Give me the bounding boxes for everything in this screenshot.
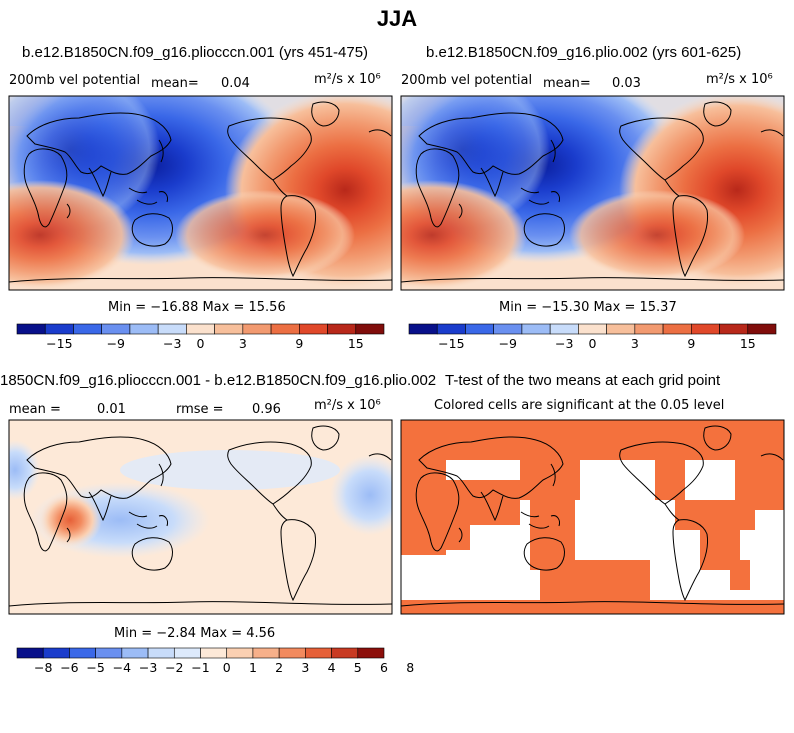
panel1-title: b.e12.B1850CN.f09_g16.pliocccn.001 (yrs … xyxy=(22,44,369,61)
panel1-colorbar-swatch xyxy=(157,323,187,335)
panel1-field-label: 200mb vel potential xyxy=(9,73,141,88)
panel2-colorbar-swatch xyxy=(436,323,466,335)
panel4-subtitle: Colored cells are significant at the 0.0… xyxy=(434,398,725,413)
panel2-colorbar-tick-label: −15 xyxy=(438,336,464,351)
panel3-colorbar-swatch xyxy=(278,647,306,659)
panel3-colorbar-tick-label: 5 xyxy=(354,660,362,675)
panel3-mean-label: mean = xyxy=(9,402,61,417)
panel3-colorbar-swatch xyxy=(305,647,332,659)
panel3-map xyxy=(9,420,392,614)
panel1-colorbar-swatch xyxy=(186,323,215,335)
panel4-title: T-test of the two means at each grid poi… xyxy=(445,372,721,389)
panel2-units: m²/s x 10⁶ xyxy=(706,72,773,87)
panel2-colorbar-tick-label: −9 xyxy=(499,336,517,351)
panel1-colorbar-swatch xyxy=(44,323,74,335)
panel3-colorbar-tick-label: −2 xyxy=(165,660,183,675)
panel2-colorbar-swatch xyxy=(578,323,607,335)
panel1-min-max: Min = −16.88 Max = 15.56 xyxy=(108,300,286,315)
panel3-colorbar: −8 −6 −5 −4 −3 −2 −1 0 1 2 3 4 5 6 8 xyxy=(16,647,414,675)
panel3-colorbar-swatch xyxy=(42,647,70,659)
panel3-colorbar-tick-label: −1 xyxy=(191,660,209,675)
panel1-colorbar: −15 −9 −3 0 3 9 15 xyxy=(16,323,385,351)
panel2-colorbar-swatch xyxy=(465,323,494,335)
page-title: JJA xyxy=(376,6,418,31)
panel3-colorbar-tick-label: 0 xyxy=(223,660,231,675)
panel2-colorbar-tick-label: 0 xyxy=(589,336,597,351)
panel2-colorbar-tick-label: −3 xyxy=(555,336,573,351)
panel3-colorbar-swatch xyxy=(226,647,254,659)
panel2-colorbar-swatch xyxy=(408,323,438,335)
panel3-colorbar-tick-label: −3 xyxy=(139,660,157,675)
panel4-map xyxy=(401,420,784,614)
panel1-colorbar-swatch xyxy=(129,323,159,335)
panel2-min-max: Min = −15.30 Max = 15.37 xyxy=(499,300,677,315)
panel2-colorbar-swatch xyxy=(634,323,664,335)
panel3-units: m²/s x 10⁶ xyxy=(314,398,381,413)
panel3-min-max: Min = −2.84 Max = 4.56 xyxy=(114,626,276,641)
panel3-mean-value: 0.01 xyxy=(97,402,126,417)
panel1-colorbar-tick-label: −15 xyxy=(46,336,72,351)
panel1-map xyxy=(9,96,392,290)
panel2-mean-value: 0.03 xyxy=(612,76,641,91)
panel3-colorbar-tick-label: 6 xyxy=(380,660,388,675)
panel1-colorbar-swatch xyxy=(101,323,131,335)
panel2-colorbar-tick-label: 9 xyxy=(687,336,695,351)
panel2-colorbar-swatch xyxy=(662,323,692,335)
panel1-colorbar-tick-label: −3 xyxy=(163,336,181,351)
panel2-field-label: 200mb vel potential xyxy=(401,73,533,88)
panel1-colorbar-tick-label: 9 xyxy=(295,336,303,351)
panel3-colorbar-tick-label: 8 xyxy=(406,660,414,675)
panel2-colorbar: −15 −9 −3 0 3 9 15 xyxy=(408,323,777,351)
panel2-colorbar-tick-label: 3 xyxy=(631,336,639,351)
panel2-map xyxy=(401,96,784,290)
panel3-colorbar-tick-label: −5 xyxy=(86,660,104,675)
panel3-rmse-value: 0.96 xyxy=(252,402,281,417)
panel3-colorbar-swatch xyxy=(69,647,96,659)
panel3-colorbar-tick-label: 3 xyxy=(301,660,309,675)
panel3-colorbar-swatch xyxy=(16,647,44,659)
panel2-title: b.e12.B1850CN.f09_g16.plio.002 (yrs 601-… xyxy=(426,44,742,61)
panel3-rmse-label: rmse = xyxy=(176,402,224,417)
panel1-colorbar-swatch xyxy=(73,323,102,335)
panel3-colorbar-swatch xyxy=(95,647,123,659)
panel3-colorbar-swatch xyxy=(121,647,149,659)
panel1-colorbar-swatch xyxy=(242,323,272,335)
panel2-colorbar-swatch xyxy=(493,323,523,335)
panel1-colorbar-swatch xyxy=(299,323,328,335)
panel1-units: m²/s x 10⁶ xyxy=(314,72,381,87)
panel2-colorbar-tick-label: 15 xyxy=(740,336,756,351)
panel2-colorbar-swatch xyxy=(747,323,777,335)
panel3-colorbar-swatch xyxy=(173,647,201,659)
panel1-colorbar-swatch xyxy=(355,323,385,335)
panel3-title: 1850CN.f09_g16.pliocccn.001 - b.e12.B185… xyxy=(0,372,437,389)
panel1-mean-label: mean= xyxy=(151,76,199,91)
panel3-colorbar-tick-label: −6 xyxy=(60,660,78,675)
panel2-colorbar-swatch xyxy=(549,323,579,335)
panel1-colorbar-swatch xyxy=(214,323,244,335)
panel3-colorbar-swatch xyxy=(147,647,175,659)
panel1-colorbar-tick-label: 15 xyxy=(348,336,364,351)
panel1-mean-value: 0.04 xyxy=(221,76,250,91)
panel3-colorbar-swatch xyxy=(331,647,359,659)
panel1-colorbar-swatch xyxy=(16,323,46,335)
panel2-colorbar-swatch xyxy=(521,323,551,335)
panel2-mean-label: mean= xyxy=(543,76,591,91)
panel3-colorbar-tick-label: 4 xyxy=(328,660,336,675)
panel3-colorbar-swatch xyxy=(200,647,228,659)
panel2-colorbar-swatch xyxy=(606,323,636,335)
panel3-colorbar-tick-label: 2 xyxy=(275,660,283,675)
panel1-colorbar-swatch xyxy=(270,323,300,335)
panel2-colorbar-swatch xyxy=(691,323,720,335)
panel3-colorbar-tick-label: 1 xyxy=(249,660,257,675)
panel3-colorbar-swatch xyxy=(357,647,385,659)
panel1-colorbar-tick-label: 3 xyxy=(239,336,247,351)
panel1-colorbar-swatch xyxy=(327,323,357,335)
panel3-colorbar-tick-label: −4 xyxy=(113,660,131,675)
panel1-colorbar-tick-label: 0 xyxy=(197,336,205,351)
panel3-colorbar-tick-label: −8 xyxy=(34,660,52,675)
panel1-colorbar-tick-label: −9 xyxy=(107,336,125,351)
panel3-colorbar-swatch xyxy=(252,647,280,659)
panel2-colorbar-swatch xyxy=(719,323,749,335)
